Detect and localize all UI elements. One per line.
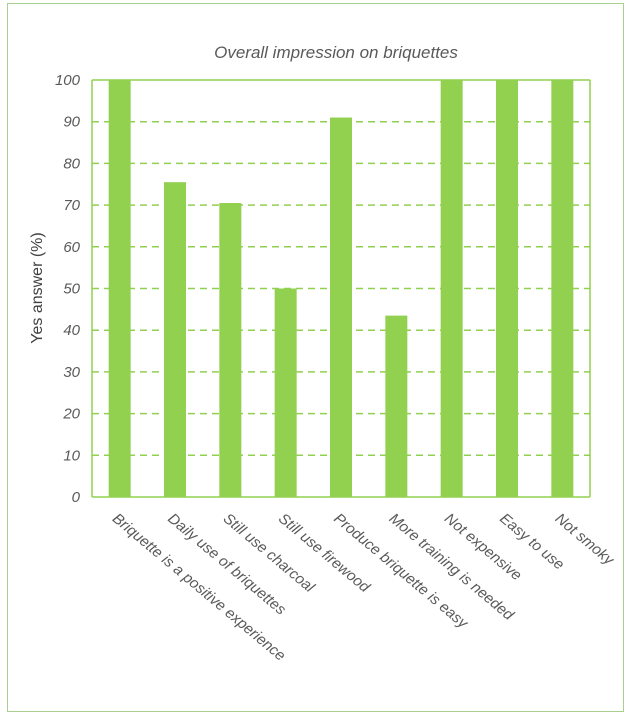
x-tick-label: Still use firewood <box>275 510 373 596</box>
x-axis-ticks: Briquette is a positive experienceDaily … <box>109 510 618 665</box>
bar <box>108 80 131 497</box>
y-tick-label: 20 <box>62 406 80 423</box>
y-axis-label: Yes answer (%) <box>29 232 46 343</box>
y-tick-label: 50 <box>63 281 80 298</box>
y-tick-label: 80 <box>63 155 80 172</box>
y-axis-ticks: 0 10 20 30 40 50 60 70 80 90 100 <box>55 72 81 506</box>
bar <box>164 182 186 498</box>
chart-title: Overall impression on briquettes <box>214 43 458 62</box>
bar <box>440 80 463 497</box>
y-tick-label: 0 <box>72 489 81 506</box>
y-tick-label: 90 <box>63 114 80 131</box>
y-tick-label: 100 <box>55 72 81 89</box>
x-tick-label: Still use charcoal <box>220 510 318 596</box>
bar <box>219 203 242 497</box>
y-tick-label: 70 <box>63 197 80 214</box>
y-tick-label: 40 <box>63 322 80 339</box>
bar <box>551 80 574 497</box>
bar <box>385 315 408 497</box>
y-tick-label: 10 <box>63 447 80 464</box>
y-tick-label: 60 <box>63 239 80 256</box>
bar <box>496 80 518 497</box>
y-tick-label: 30 <box>63 364 80 381</box>
bars <box>108 80 574 498</box>
bar <box>274 288 297 497</box>
bar <box>330 117 352 497</box>
